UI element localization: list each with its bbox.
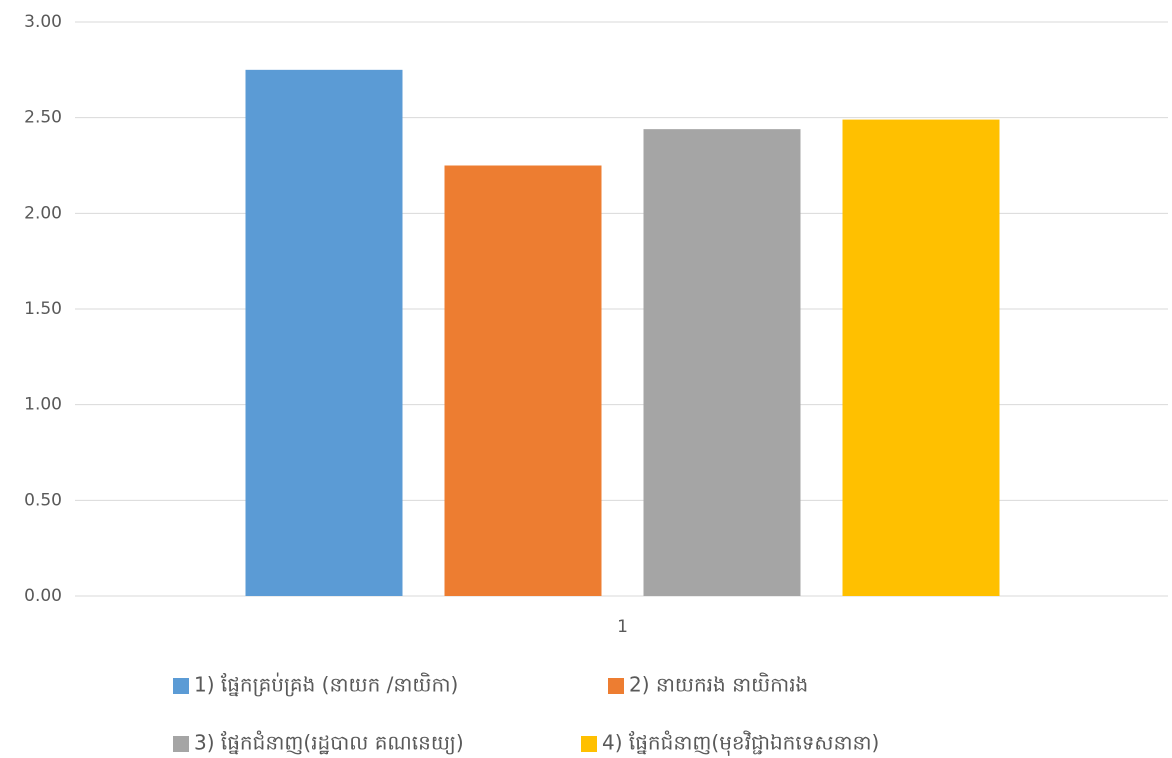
- bar: [444, 165, 602, 596]
- y-tick-label: 0.50: [24, 490, 62, 510]
- y-tick-label: 1.00: [24, 395, 62, 415]
- y-tick-label: 0.00: [24, 586, 62, 606]
- legend-swatch: [581, 736, 597, 752]
- legend-swatch: [608, 678, 624, 694]
- bar: [245, 69, 403, 597]
- y-tick-label: 2.50: [24, 108, 62, 128]
- legend-label: 4) ផ្នែកជំនាញ(មុខវិជ្ជាឯកទេសនានា): [602, 730, 879, 757]
- legend-swatch: [173, 678, 189, 694]
- y-tick-label: 3.00: [24, 12, 62, 32]
- y-tick-label: 1.50: [24, 299, 62, 319]
- x-tick-label: 1: [617, 617, 628, 637]
- legend-label: 3) ផ្នែកជំនាញ(រដ្ឋបាល គណនេយ្យ): [194, 730, 464, 755]
- legend-swatch: [173, 736, 189, 752]
- bar: [842, 119, 1000, 596]
- legend-label: 1) ផ្នែកគ្រប់គ្រង (នាយក /នាយិកា): [194, 672, 458, 697]
- y-tick-label: 2.00: [24, 203, 62, 223]
- legend-label: 2) នាយករង នាយិការង: [629, 672, 808, 697]
- bar: [643, 129, 801, 596]
